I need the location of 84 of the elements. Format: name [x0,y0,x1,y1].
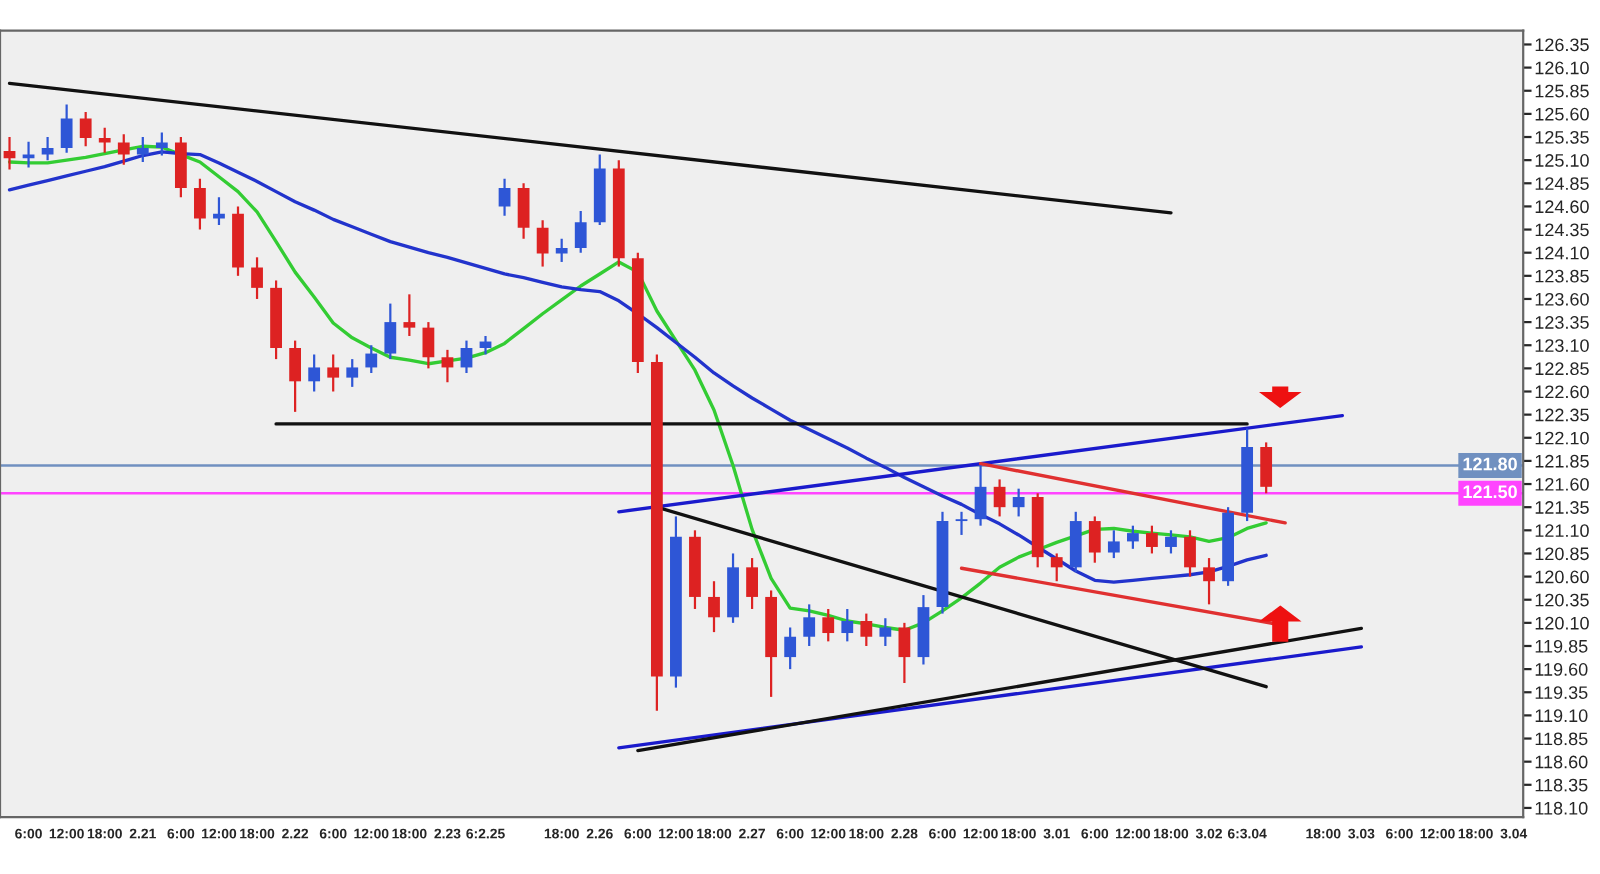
y-tick-label: 120.60 [1535,570,1589,584]
candlestick [1050,552,1063,583]
candlestick [574,209,587,254]
candlestick [822,607,835,643]
y-tick-label: 121.60 [1535,477,1589,491]
y-tick-label: 123.85 [1535,269,1589,283]
candlestick [117,133,130,166]
y-tick-label: 121.10 [1535,524,1589,538]
y-tick-label: 122.60 [1535,385,1589,399]
candlestick [1165,529,1177,555]
y-tick-label: 123.10 [1535,339,1589,352]
candlestick [1069,510,1082,574]
candlestick [708,580,720,634]
y-tick-label: 119.85 [1535,639,1588,653]
candlestick [1107,529,1120,560]
y-tick-label: 120.10 [1535,616,1589,630]
candlestick [898,621,911,685]
candlestick [60,103,73,154]
y-tick-label: 125.85 [1535,84,1589,98]
y-tick-label: 119.60 [1535,663,1588,676]
candlestick [746,556,758,611]
candlestick [860,612,873,648]
candlestick [879,617,892,648]
candlestick [136,135,149,164]
candlestick [1088,515,1101,564]
candlestick [289,339,302,413]
candlestick [346,358,359,388]
candlestick [1260,441,1273,495]
candlestick [251,256,263,301]
candlestick [155,131,168,157]
candlestick [803,603,816,648]
candlestick [536,219,549,268]
candlestick [517,182,530,240]
y-tick-label: 126.10 [1535,61,1589,75]
ref-line-label: 121.80 [1463,457,1517,471]
y-tick-label: 125.35 [1535,130,1589,144]
y-tick-label: 122.10 [1535,431,1589,445]
candlestick [174,135,187,199]
y-tick-label: 118.10 [1535,801,1588,815]
candlestick [327,353,340,393]
y-tick-label: 122.85 [1535,362,1589,376]
y-tick-label: 119.10 [1535,709,1588,723]
candlestick [1146,524,1158,555]
y-tick-label: 124.60 [1535,200,1589,214]
y-tick-label: 124.35 [1535,223,1589,237]
candlestick [79,110,92,148]
candlestick [1203,556,1215,606]
candlestick [1012,487,1025,518]
candlestick [422,320,435,370]
y-tick-label: 126.35 [1535,38,1589,52]
candlestick [1184,529,1196,578]
candlestick [841,607,854,643]
candlestick [403,293,416,338]
y-tick-label: 121.85 [1535,454,1589,468]
candlestick [365,344,378,375]
y-tick-label: 122.35 [1535,408,1589,422]
y-tick-label: 118.85 [1535,732,1588,746]
candlestick [194,177,206,231]
candlestick [1126,524,1139,550]
y-tick-label: 118.60 [1535,755,1588,769]
y-tick-label: 120.35 [1535,593,1589,607]
candlestick [498,177,511,217]
y-tick-label: 121.35 [1535,501,1589,514]
y-tick-label: 118.35 [1535,778,1588,792]
candlestick [308,353,321,393]
y-tick-label: 123.35 [1535,316,1589,329]
y-tick-label: 125.10 [1535,154,1589,167]
candlestick [384,302,397,361]
y-tick-label: 124.10 [1535,246,1589,260]
ref-line-label: 121.50 [1463,485,1517,499]
y-tick-label: 125.60 [1535,107,1589,121]
candlestick [441,348,454,384]
y-tick-label: 124.85 [1535,177,1589,190]
candlestick [955,510,968,537]
candlestick [974,464,987,527]
y-tick-label: 120.85 [1535,547,1589,561]
candlestick [784,626,797,671]
candlestick [555,237,568,264]
candlestick [460,339,473,375]
candlestick [993,478,1006,518]
candlestick [98,126,111,154]
y-tick-label: 119.35 [1535,686,1588,699]
candlestick [41,135,54,162]
y-tick-label: 123.60 [1535,292,1589,306]
